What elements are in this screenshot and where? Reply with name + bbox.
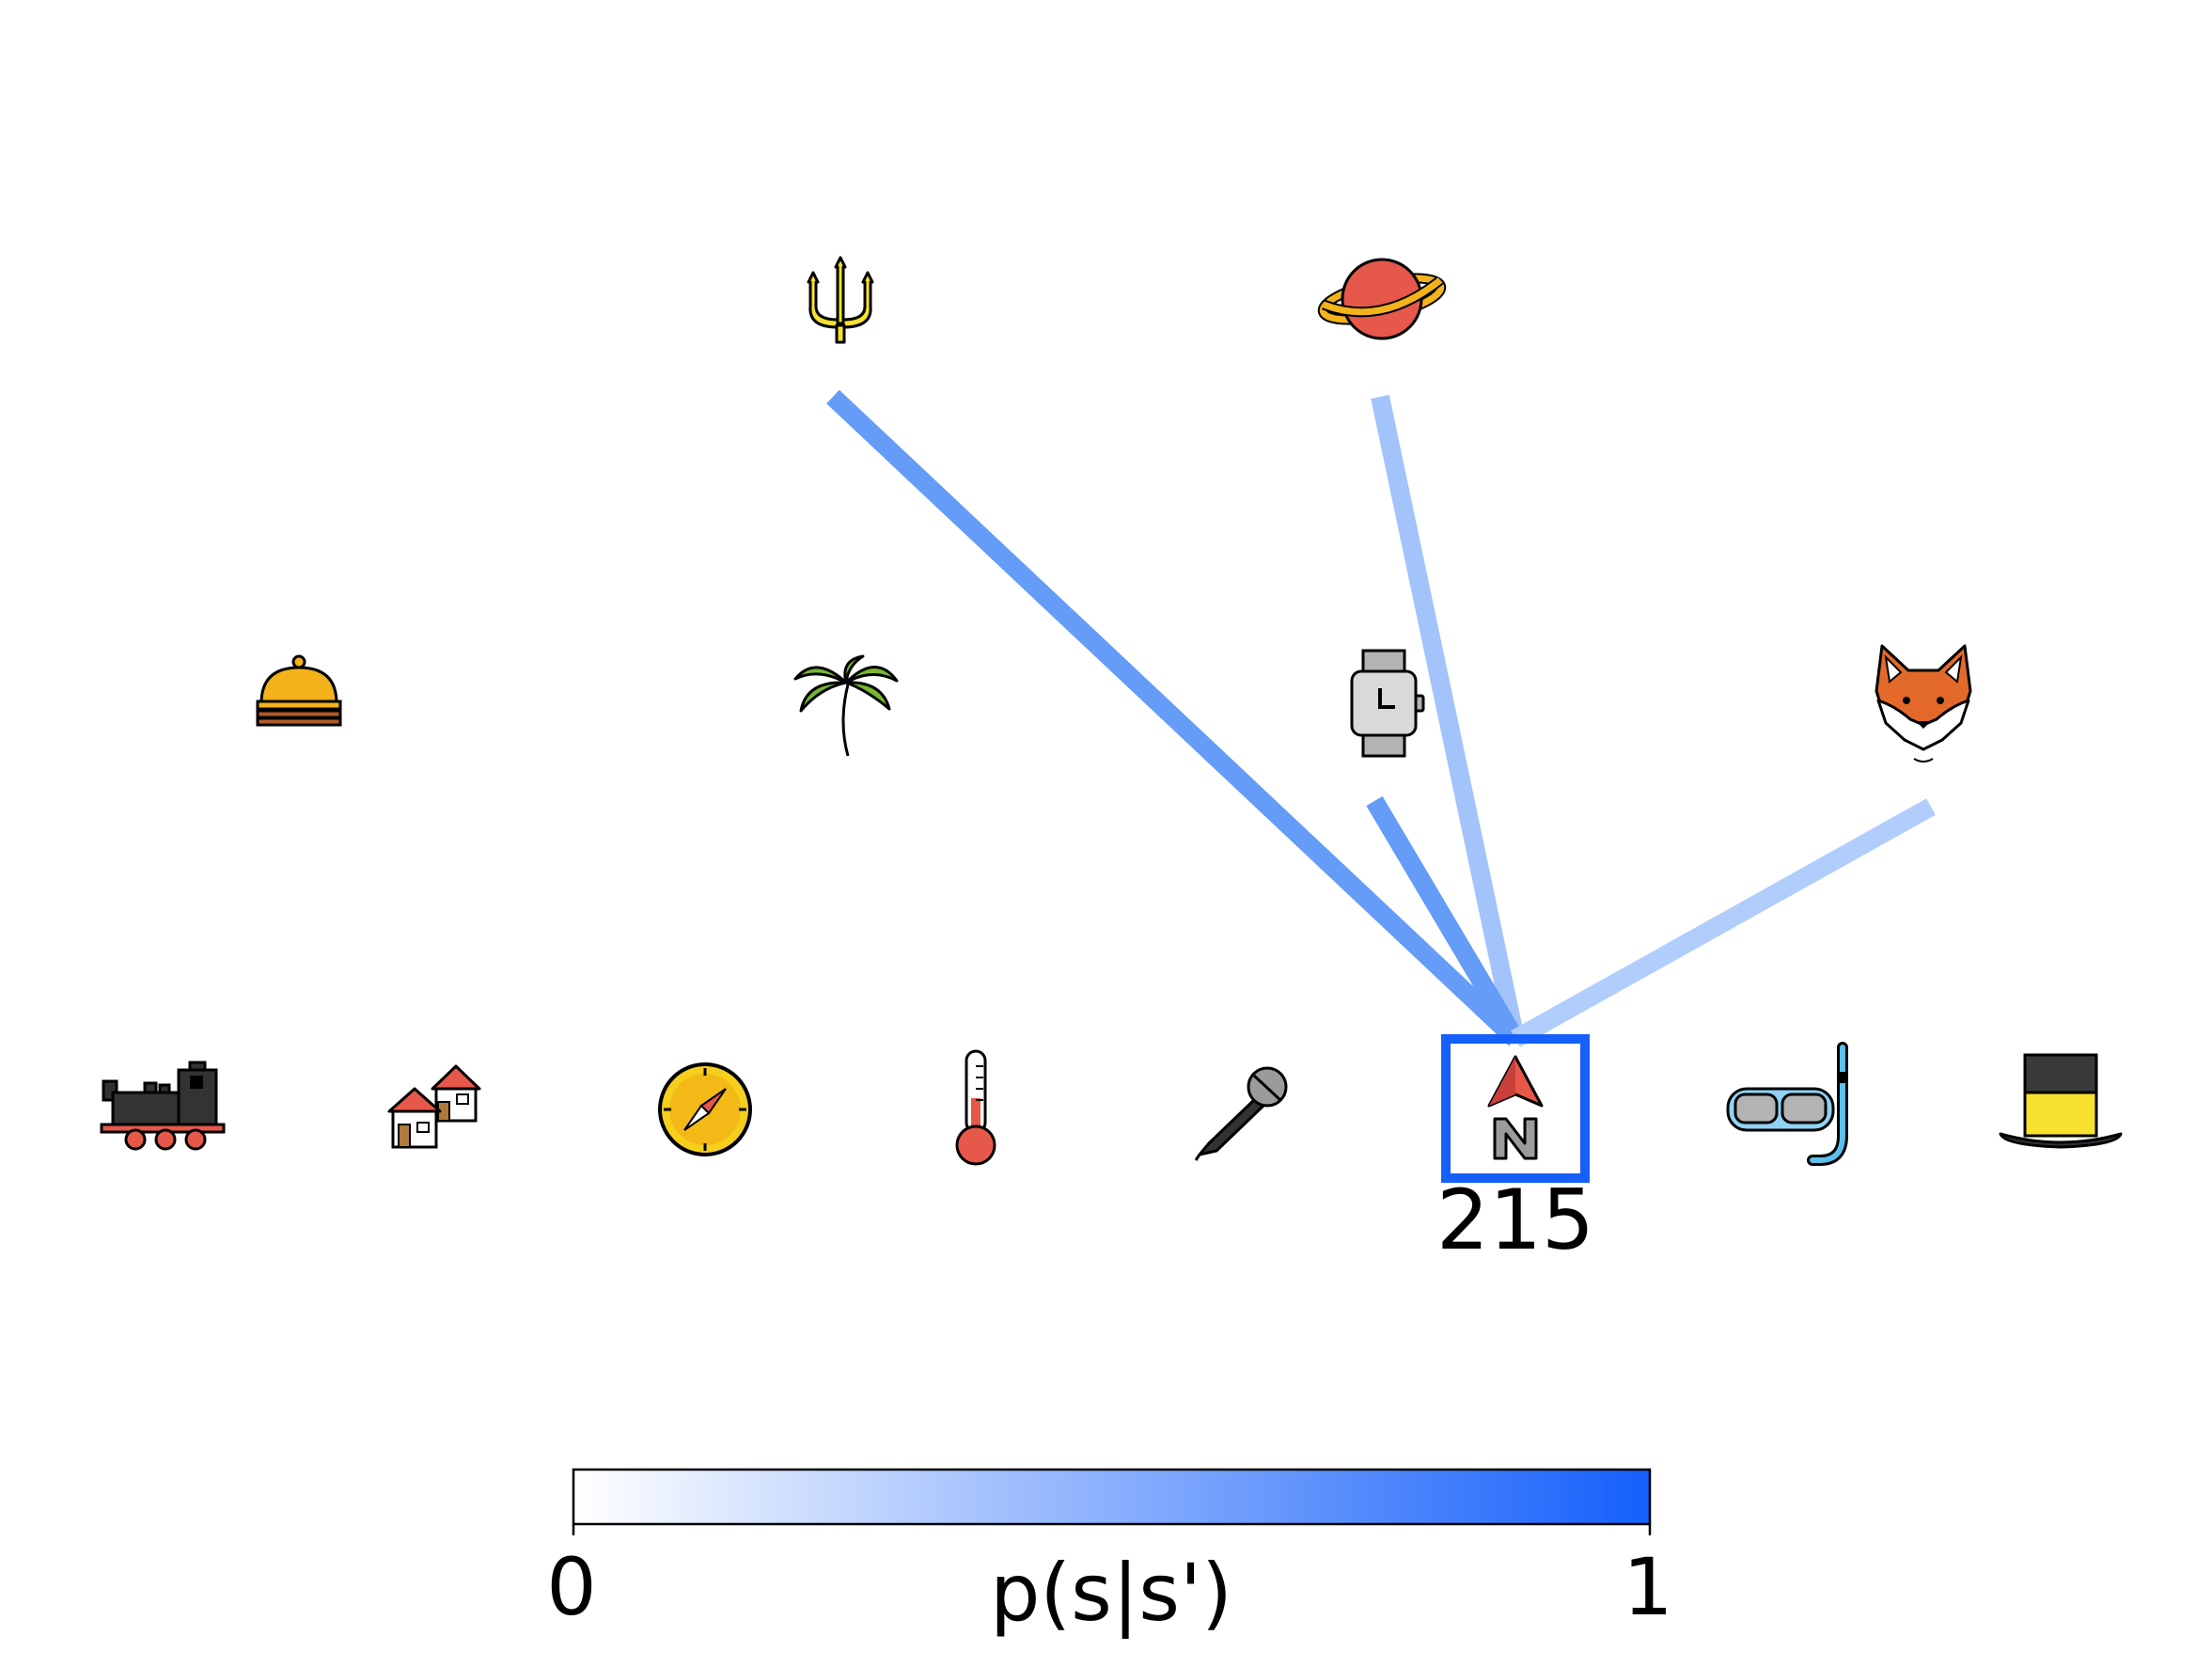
edge-layer (826, 389, 1936, 1047)
palm-tree-icon (793, 654, 899, 757)
colorbar-max-label: 1 (1623, 1541, 1672, 1633)
fox-face-icon (1875, 644, 1972, 763)
current-node-highlight (1441, 1034, 1590, 1183)
colorbar-gradient (572, 1468, 1652, 1526)
thermometer-icon (955, 1049, 996, 1166)
service-bell-icon (256, 654, 342, 727)
colorbar: 0 1 p(s|s') (546, 1468, 1673, 1639)
trident-icon (807, 256, 874, 344)
edge-trident-to-north-arrow (826, 389, 1522, 1046)
edge-fox-face-to-north-arrow (1511, 798, 1936, 1047)
locomotive-icon (100, 1061, 226, 1151)
compass-icon (658, 1062, 752, 1156)
top-hat-icon (1999, 1053, 2123, 1149)
north-arrow-icon (1487, 1055, 1544, 1160)
wristwatch-icon (1350, 649, 1425, 758)
houses-icon (387, 1064, 481, 1149)
colorbar-min-label: 0 (546, 1541, 596, 1633)
current-node-id: 215 (1436, 1172, 1594, 1268)
snorkel-mask-icon (1726, 1042, 1848, 1166)
edge-ringed-planet-to-north-arrow (1371, 394, 1525, 1042)
microphone-icon (1194, 1066, 1288, 1161)
colorbar-title: p(s|s') (990, 1547, 1232, 1639)
ringed-planet-icon (1317, 258, 1447, 340)
edge-wristwatch-to-north-arrow (1366, 795, 1524, 1045)
